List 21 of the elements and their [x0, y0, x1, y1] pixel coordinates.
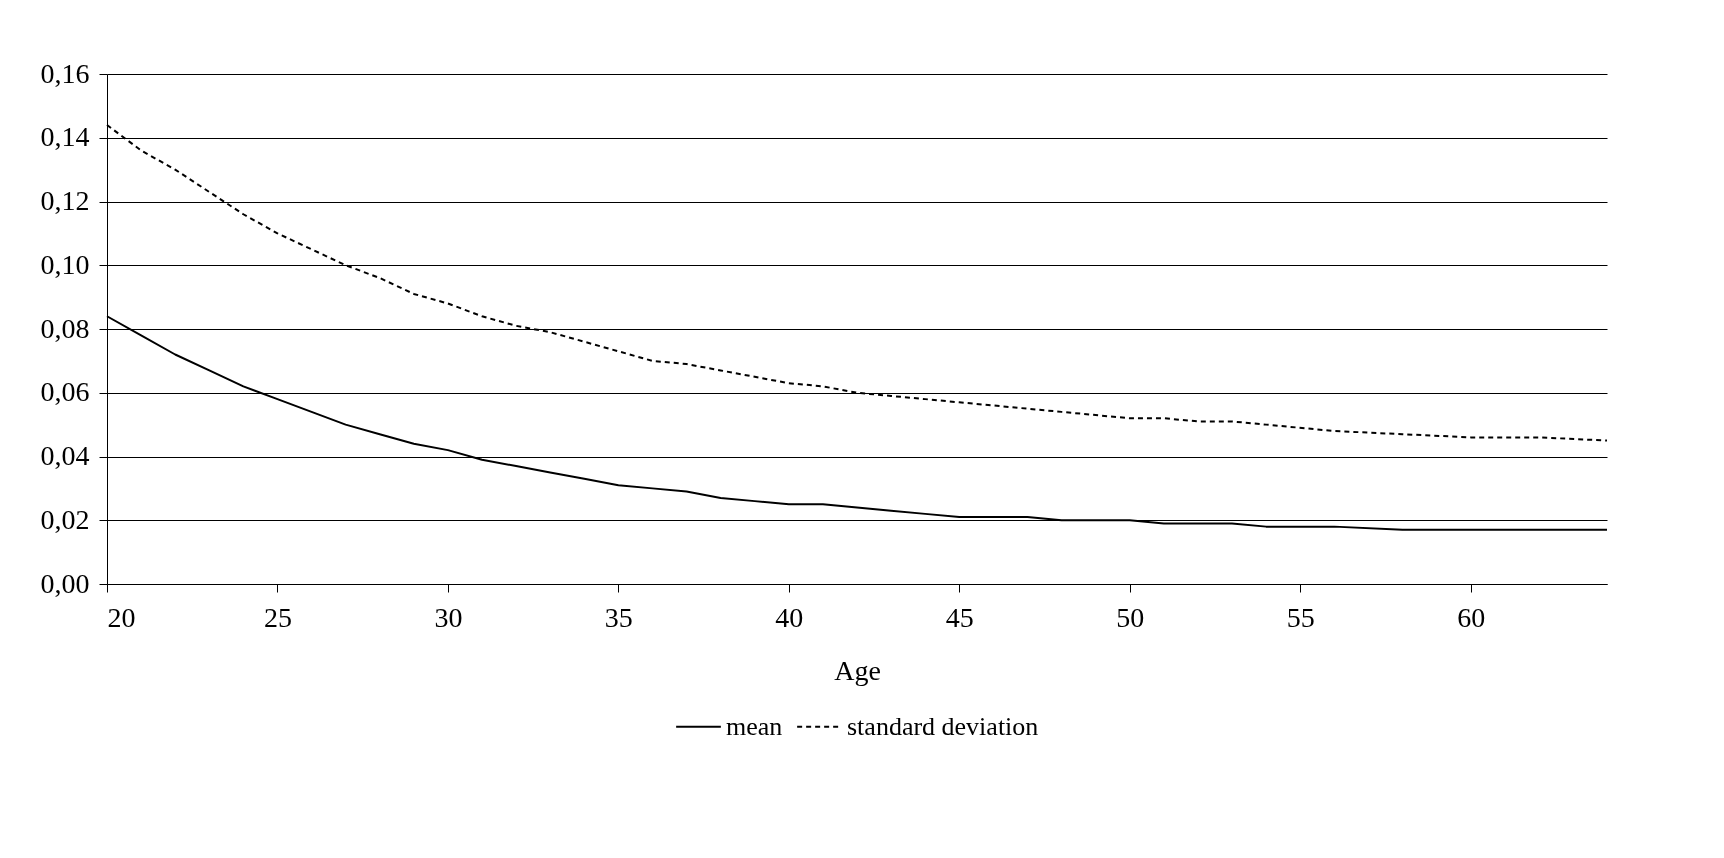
legend-label: standard deviation	[847, 711, 1039, 741]
x-tick-label: 25	[263, 601, 292, 633]
x-tick-label: 45	[945, 601, 974, 633]
x-tick-label: 60	[1457, 601, 1486, 633]
y-tick-label: 0,12	[40, 185, 90, 216]
x-tick-label: 55	[1286, 601, 1315, 633]
y-tick-label: 0,08	[40, 312, 90, 344]
x-tick-label: 30	[434, 601, 463, 633]
y-tick-label: 0,04	[40, 440, 90, 471]
y-tick-label: 0,14	[40, 121, 90, 153]
y-tick-label: 0,00	[40, 567, 90, 599]
x-tick-label: 40	[775, 601, 804, 633]
x-tick-label: 50	[1116, 601, 1145, 633]
legend-label: mean	[726, 711, 783, 741]
y-tick-label: 0,16	[40, 57, 90, 89]
x-axis-title: Age	[834, 654, 881, 686]
y-tick-label: 0,02	[40, 503, 90, 535]
x-tick-label: 35	[604, 601, 633, 633]
y-tick-label: 0,06	[40, 376, 90, 408]
x-tick-label: 20	[107, 601, 136, 633]
y-tick-label: 0,10	[40, 248, 90, 280]
